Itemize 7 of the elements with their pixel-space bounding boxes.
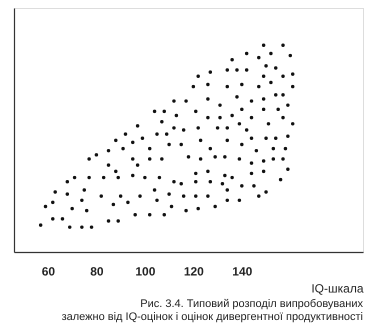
text: Рис. 3.4. Типовий розподіл випробовуваних залежно від IQ-оцінок і оцінок дивергентної продуктивності <box>62 298 364 323</box>
x-tick-label: 60 <box>42 264 56 278</box>
x-tick-label: 120 <box>184 264 204 278</box>
x-tick-label: 140 <box>232 264 253 278</box>
x-tick-label: 80 <box>90 264 104 278</box>
x-axis-title: IQ-шкала <box>311 282 364 296</box>
x-tick-label: 100 <box>135 264 156 278</box>
